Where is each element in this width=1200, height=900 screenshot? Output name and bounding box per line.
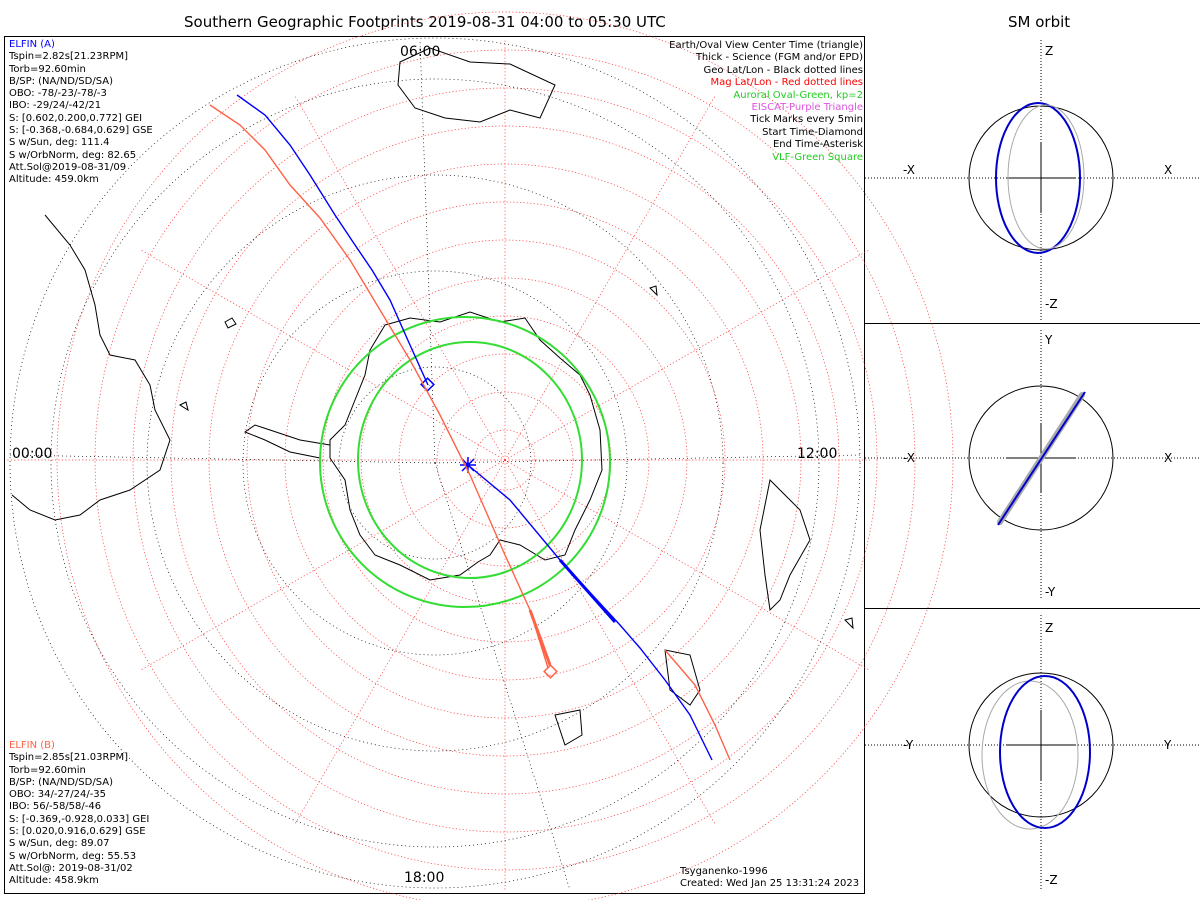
elfin-a-line: OBO: -78/-23/-78/-3	[9, 88, 107, 100]
legend-item: Thick - Science (FGM and/or EPD)	[695, 52, 863, 64]
legend-item: Auroral Oval-Green, kp=2	[733, 89, 863, 101]
legend-item: Earth/Oval View Center Time (triangle)	[669, 40, 863, 51]
south-america-coast	[11, 214, 171, 521]
xy-up-label: Y	[1045, 333, 1053, 347]
time-label-bottom: 18:00	[404, 870, 445, 886]
yz-down-label: -Z	[1045, 873, 1058, 887]
sm-orbit-xy	[865, 330, 1200, 600]
antarctic-peninsula	[243, 424, 331, 459]
africa-coast	[759, 478, 811, 612]
elfin-b-line: S: [0.020,0.916,0.629] GSE	[9, 826, 146, 838]
sm-orbit-xz	[865, 40, 1200, 320]
xz-left-label: -X	[903, 163, 915, 177]
antarctica-coast	[329, 311, 603, 581]
island	[649, 285, 658, 297]
coastlines	[11, 47, 854, 746]
geo-lat-circles	[9, 37, 861, 889]
new-zealand-coast	[664, 649, 701, 706]
legend-item: End Time-Asterisk	[772, 139, 863, 151]
island	[178, 401, 189, 412]
legend-item: Mag Lat/Lon - Red dotted lines	[710, 77, 863, 89]
model-credit: Tsyganenko-1996	[680, 866, 768, 877]
australia-coast	[397, 47, 556, 123]
elfin-a-line: S: [0.602,0.200,0.772] GEI	[9, 112, 143, 124]
island	[224, 317, 237, 329]
elfin-a-header: ELFIN (A)	[9, 39, 55, 50]
elfin-b-line: Tspin=2.85s[21.03RPM]	[9, 752, 129, 764]
xy-left-label: -X	[903, 451, 915, 465]
mag-lon-lines	[6, 40, 870, 890]
time-label-left: 00:00	[12, 446, 53, 462]
elfin-a-end-asterisk	[460, 457, 476, 473]
xz-up-label: Z	[1045, 44, 1054, 58]
elfin-b-line: IBO: 56/-58/58/-46	[9, 801, 102, 813]
elfin-a-line: Torb=92.60min	[9, 63, 86, 75]
xz-down-label: -Z	[1045, 297, 1058, 311]
new-zealand-coast	[554, 709, 583, 746]
elfin-b-line: Att.Sol@: 2019-08-31/02	[9, 862, 133, 874]
sm-orbit-title: SM orbit	[1008, 13, 1071, 31]
elfin-b-line: OBO: 34/-27/24/-35	[9, 789, 107, 801]
elfin-a-footprint	[236, 94, 713, 761]
elfin-b-start-diamond	[543, 664, 558, 679]
elfin-b-info: ELFIN (B) Tspin=2.85s[21.03RPM] Torb=92.…	[9, 740, 149, 888]
elfin-a-line: S: [-0.368,-0.684,0.629] GSE	[9, 125, 153, 137]
island	[844, 617, 854, 630]
elfin-b-line: S w/Sun, deg: 89.07	[9, 838, 110, 850]
elfin-a-line: Att.Sol@2019-08-31/09	[9, 161, 127, 173]
created-timestamp: Created: Wed Jan 25 13:31:24 2023	[680, 878, 860, 889]
yz-right-label: Y	[1164, 738, 1172, 752]
time-label-right: 12:00	[797, 446, 838, 462]
elfin-b-line: S: [-0.369,-0.928,0.033] GEI	[9, 813, 150, 825]
elfin-b-footprint	[209, 104, 731, 761]
xy-right-label: X	[1164, 451, 1173, 465]
elfin-a-line: S w/Sun, deg: 111.4	[9, 137, 110, 149]
elfin-a-line: Tspin=2.82s[21.23RPM]	[9, 51, 129, 63]
elfin-b-line: Altitude: 458.9km	[9, 875, 99, 887]
auroral-oval	[319, 316, 611, 608]
yz-left-label: -Y	[903, 738, 914, 752]
xy-down-label: -Y	[1045, 585, 1056, 599]
time-label-top: 06:00	[400, 44, 441, 60]
plot-title: Southern Geographic Footprints 2019-08-3…	[184, 13, 666, 31]
legend-item: Start Time-Diamond	[762, 126, 863, 138]
legend-item: EISCAT-Purple Triangle	[751, 102, 864, 114]
elfin-b-line: S w/OrbNorm, deg: 55.53	[9, 850, 137, 862]
elfin-b-line: Torb=92.60min	[9, 764, 86, 776]
elfin-a-line: B/SP: (NA/ND/SD/SA)	[9, 75, 113, 87]
elfin-b-header: ELFIN (B)	[9, 740, 55, 751]
elfin-a-line: S w/OrbNorm, deg: 82.65	[9, 149, 137, 161]
sm-orbit-yz	[865, 615, 1200, 890]
legend-item: Geo Lat/Lon - Black dotted lines	[703, 64, 863, 76]
xz-right-label: X	[1164, 163, 1173, 177]
credit: Tsyganenko-1996 Created: Wed Jan 25 13:3…	[680, 866, 859, 890]
legend-item: Tick Marks every 5min	[750, 114, 863, 126]
legend-item: VLF-Green Square	[772, 151, 863, 163]
elfin-a-line: IBO: -29/24/-42/21	[9, 100, 102, 112]
elfin-a-line: Altitude: 459.0km	[9, 174, 99, 186]
yz-up-label: Z	[1045, 621, 1054, 635]
elfin-b-line: B/SP: (NA/ND/SD/SA)	[9, 776, 113, 788]
legend: Earth/Oval View Center Time (triangle) T…	[669, 40, 863, 164]
elfin-a-info: ELFIN (A) Tspin=2.82s[21.23RPM] Torb=92.…	[9, 39, 153, 187]
